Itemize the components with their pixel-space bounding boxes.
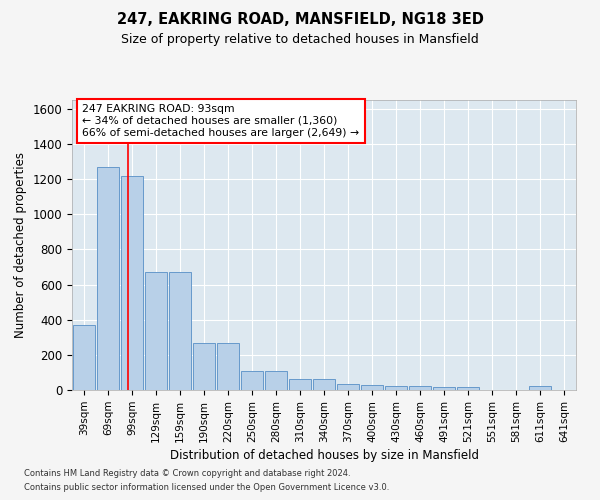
Y-axis label: Number of detached properties: Number of detached properties <box>14 152 27 338</box>
Text: Contains HM Land Registry data © Crown copyright and database right 2024.: Contains HM Land Registry data © Crown c… <box>24 468 350 477</box>
Bar <box>289 378 311 390</box>
Bar <box>313 378 335 390</box>
Text: Size of property relative to detached houses in Mansfield: Size of property relative to detached ho… <box>121 32 479 46</box>
Bar <box>361 384 383 390</box>
Bar <box>193 344 215 390</box>
Bar <box>145 272 167 390</box>
Text: 247, EAKRING ROAD, MANSFIELD, NG18 3ED: 247, EAKRING ROAD, MANSFIELD, NG18 3ED <box>116 12 484 28</box>
Bar <box>97 167 119 390</box>
Text: Contains public sector information licensed under the Open Government Licence v3: Contains public sector information licen… <box>24 484 389 492</box>
Bar <box>457 388 479 390</box>
Bar <box>409 386 431 390</box>
Bar <box>337 384 359 390</box>
Bar <box>73 325 95 390</box>
Bar <box>433 388 455 390</box>
Bar <box>529 386 551 390</box>
Bar <box>169 272 191 390</box>
X-axis label: Distribution of detached houses by size in Mansfield: Distribution of detached houses by size … <box>170 449 479 462</box>
Bar <box>385 386 407 390</box>
Bar <box>217 344 239 390</box>
Bar <box>241 370 263 390</box>
Text: 247 EAKRING ROAD: 93sqm
← 34% of detached houses are smaller (1,360)
66% of semi: 247 EAKRING ROAD: 93sqm ← 34% of detache… <box>82 104 359 138</box>
Bar <box>265 370 287 390</box>
Bar <box>121 176 143 390</box>
